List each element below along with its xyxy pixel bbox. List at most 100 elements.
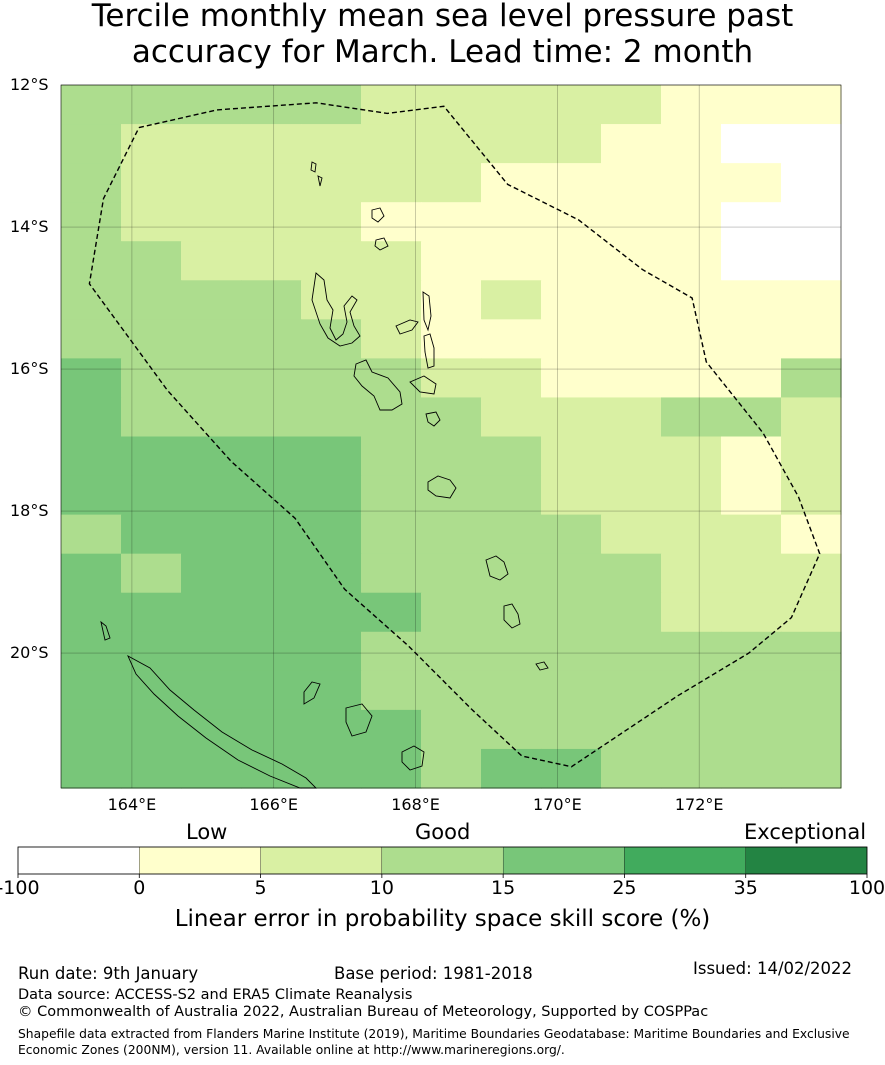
grid-cell [61,592,122,633]
grid-cell [421,202,482,242]
grid-cell [301,436,362,477]
grid-cell [481,553,542,594]
grid-cell [721,670,782,711]
grid-cell [781,241,842,281]
longitude-label: 172°E [674,795,724,814]
grid-cell [301,124,362,164]
grid-cell [361,514,422,555]
ambrym-island [409,375,437,395]
grid-cell [541,475,602,516]
grid-cell [601,124,662,164]
grid-cell [421,124,482,164]
grid-cell [121,514,182,555]
longitude-label: 170°E [533,795,582,814]
grid-cell [361,592,422,633]
grid-cell [361,553,422,594]
grid-cell [121,475,182,516]
grid-cell [541,124,602,164]
grid-cell [661,241,722,281]
grid-cell [181,670,242,711]
grid-cell [421,319,482,359]
grid-cell [121,85,182,125]
grid-cell [301,670,362,711]
colorbar-segment [624,846,746,875]
grid-cell [661,436,722,477]
grid-cell [241,748,302,789]
grid-cell [601,85,662,125]
grid-cell [61,670,122,711]
grid-cell [61,514,122,555]
grid-cell [601,514,662,555]
grid-cell [181,85,242,125]
grid-cell [361,436,422,477]
skill-grid [61,85,842,789]
grid-cell [121,202,182,242]
grid-cell [421,85,482,125]
grid-cell [241,436,302,477]
grid-cell [61,124,122,164]
grid-cell [61,436,122,477]
colorbar-word-good: Good [415,820,471,844]
grid-cell [61,397,122,438]
grid-cell [601,709,662,750]
grid-cell [481,631,542,672]
grid-cell [601,475,662,516]
colorbar-segment [17,846,140,875]
grid-cell [241,202,302,242]
colorbar-segment [260,846,383,875]
grid-cell [301,280,362,320]
grid-cell [781,280,842,320]
grid-cell [541,709,602,750]
colorbar-segment [381,846,504,875]
grid-cell [421,631,482,672]
grid-cell [121,709,182,750]
grid-cell [781,163,842,203]
grid-cell [781,748,842,789]
grid-cell [421,358,482,399]
grid-cell [481,397,542,438]
grid-cell [721,436,782,477]
grid-cell [421,163,482,203]
colorbar-tick-label: -100 [0,877,40,899]
grid-cell [301,592,362,633]
grid-cell [61,631,122,672]
grid-cell [361,475,422,516]
grid-cell [241,358,302,399]
grid-cell [121,592,182,633]
grid-cell [361,709,422,750]
grid-cell [721,319,782,359]
grid-cell [61,358,122,399]
map-frame [60,84,842,789]
ouvea-island [303,681,321,705]
colorbar-word-low: Low [186,820,228,844]
grid-cell [181,358,242,399]
grid-cell [421,514,482,555]
grid-cell [61,748,122,789]
grid-cell [481,85,542,125]
grid-cell [661,748,722,789]
grid-cell [301,397,362,438]
grid-cell [541,397,602,438]
eez-boundary [88,102,821,768]
grid-cell [541,631,602,672]
grid-cell [121,436,182,477]
grid-cell [121,553,182,594]
grid-cell [181,436,242,477]
colorbar-segment [502,846,625,875]
grid-cell [541,319,602,359]
belep-islands [100,620,111,641]
grid-cell [481,436,542,477]
colorbar [17,846,868,878]
longitude-label: 164°E [107,795,157,814]
grid-cell [241,670,302,711]
grid-cell [541,241,602,281]
grid-cell [241,397,302,438]
pentecost-island [423,333,435,369]
grid-cell [601,319,662,359]
grid-cell [541,202,602,242]
grid-cell [661,280,722,320]
grid-cell [541,280,602,320]
grid-cell [61,85,122,125]
grid-cell [661,397,722,438]
grid-cell [661,514,722,555]
